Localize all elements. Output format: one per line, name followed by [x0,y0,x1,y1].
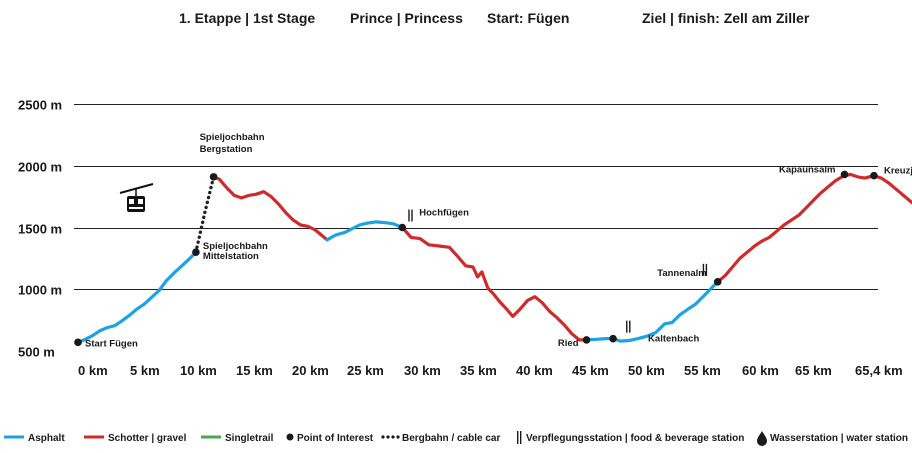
poi-label: Kreuzjochhütte [884,166,912,177]
y-tick-label: 1500 m [18,222,62,237]
x-tick-label: 60 km [742,363,779,378]
x-tick-label: 30 km [404,363,441,378]
fork-knife-icon [702,263,708,276]
legend-food-label: Verpflegungsstation | food & beverage st… [526,433,744,444]
segment-asphalt-3 [325,220,404,242]
legend-asphalt-label: Asphalt [28,433,65,444]
legend-gravel-label: Schotter | gravel [108,433,187,444]
poi-marker-4 [582,336,591,344]
cable-car-icon [119,183,154,212]
legend-water-label: Wasserstation | water station [770,433,908,444]
segment-gravel-6 [716,172,912,284]
poi-marker-0 [74,338,82,347]
x-tick-label: 0 km [78,363,108,378]
poi-label: Tannenalm [657,268,706,279]
y-tick-label: 2000 m [18,160,62,175]
start-title: Start: Fügen [487,10,569,26]
fork-knife-icon [626,320,631,333]
y-tick-label: 500 m [18,345,55,360]
x-tick-label: 40 km [516,363,553,378]
poi-label: Spieljochbahn [203,241,268,252]
fork-knife-icon [517,431,522,444]
legend-poi-label: Point of Interest [297,433,374,444]
y-tick-label: 1000 m [18,283,62,298]
finish-title: Ziel | finish: Zell am Ziller [642,10,810,26]
route-title: Prince | Princess [350,10,463,26]
poi-label-line2: Mittelstation [203,251,259,262]
x-tick-label: 50 km [628,363,665,378]
poi-label: Kapaunsalm [779,164,836,175]
poi-marker-5 [609,334,617,343]
legend-poi-dot [286,433,294,441]
legend: Asphalt Schotter | gravel Singletrail Po… [4,431,908,446]
x-tick-label: 45 km [572,363,609,378]
poi-label: Start Fügen [85,338,138,349]
poi-marker-8 [870,171,878,180]
grid-lines [74,104,878,290]
poi-label: Spieljochbahn [200,132,265,143]
x-tick-label: 35 km [460,363,497,378]
x-tick-label: 55 km [684,363,721,378]
y-axis: 500 m 1000 m 1500 m 2000 m 2500 m [18,98,62,360]
fork-knife-icon [408,209,413,222]
stage-title: 1. Etappe | 1st Stage [179,10,315,26]
legend-singletrail-label: Singletrail [225,433,274,444]
poi-marker-7 [840,170,849,179]
poi-label: Hochfügen [419,208,469,219]
x-tick-label: 65,4 km [855,363,903,378]
poi-label-line2: Bergstation [200,144,253,155]
poi-marker-3 [398,223,407,232]
segment-gravel-2 [212,175,329,242]
water-drop-icon [757,431,767,446]
x-axis: 0 km 5 km 10 km 15 km 20 km 25 km 30 km 35 km 40… [78,363,903,378]
x-tick-label: 20 km [292,363,329,378]
x-tick-label: 15 km [236,363,273,378]
poi-label: Kaltenbach [648,334,699,345]
segment-cable-1 [194,175,216,254]
y-tick-label: 2500 m [18,98,62,113]
segment-asphalt-5 [584,280,720,343]
x-tick-label: 10 km [180,363,217,378]
segment-gravel-4 [400,225,589,342]
legend-cable-dots [381,435,400,439]
poi-marker-6 [713,278,722,286]
legend-cable-label: Bergbahn / cable car [402,433,500,444]
poi-layer: Start FügenSpieljochbahnMittelstationSpi… [74,132,912,349]
segment-asphalt-0 [76,250,198,344]
poi-marker-2 [209,173,218,181]
x-tick-label: 65 km [795,363,832,378]
poi-marker-1 [192,248,200,256]
x-tick-label: 25 km [347,363,384,378]
poi-label: Ried [558,338,579,349]
x-tick-label: 5 km [130,363,160,378]
